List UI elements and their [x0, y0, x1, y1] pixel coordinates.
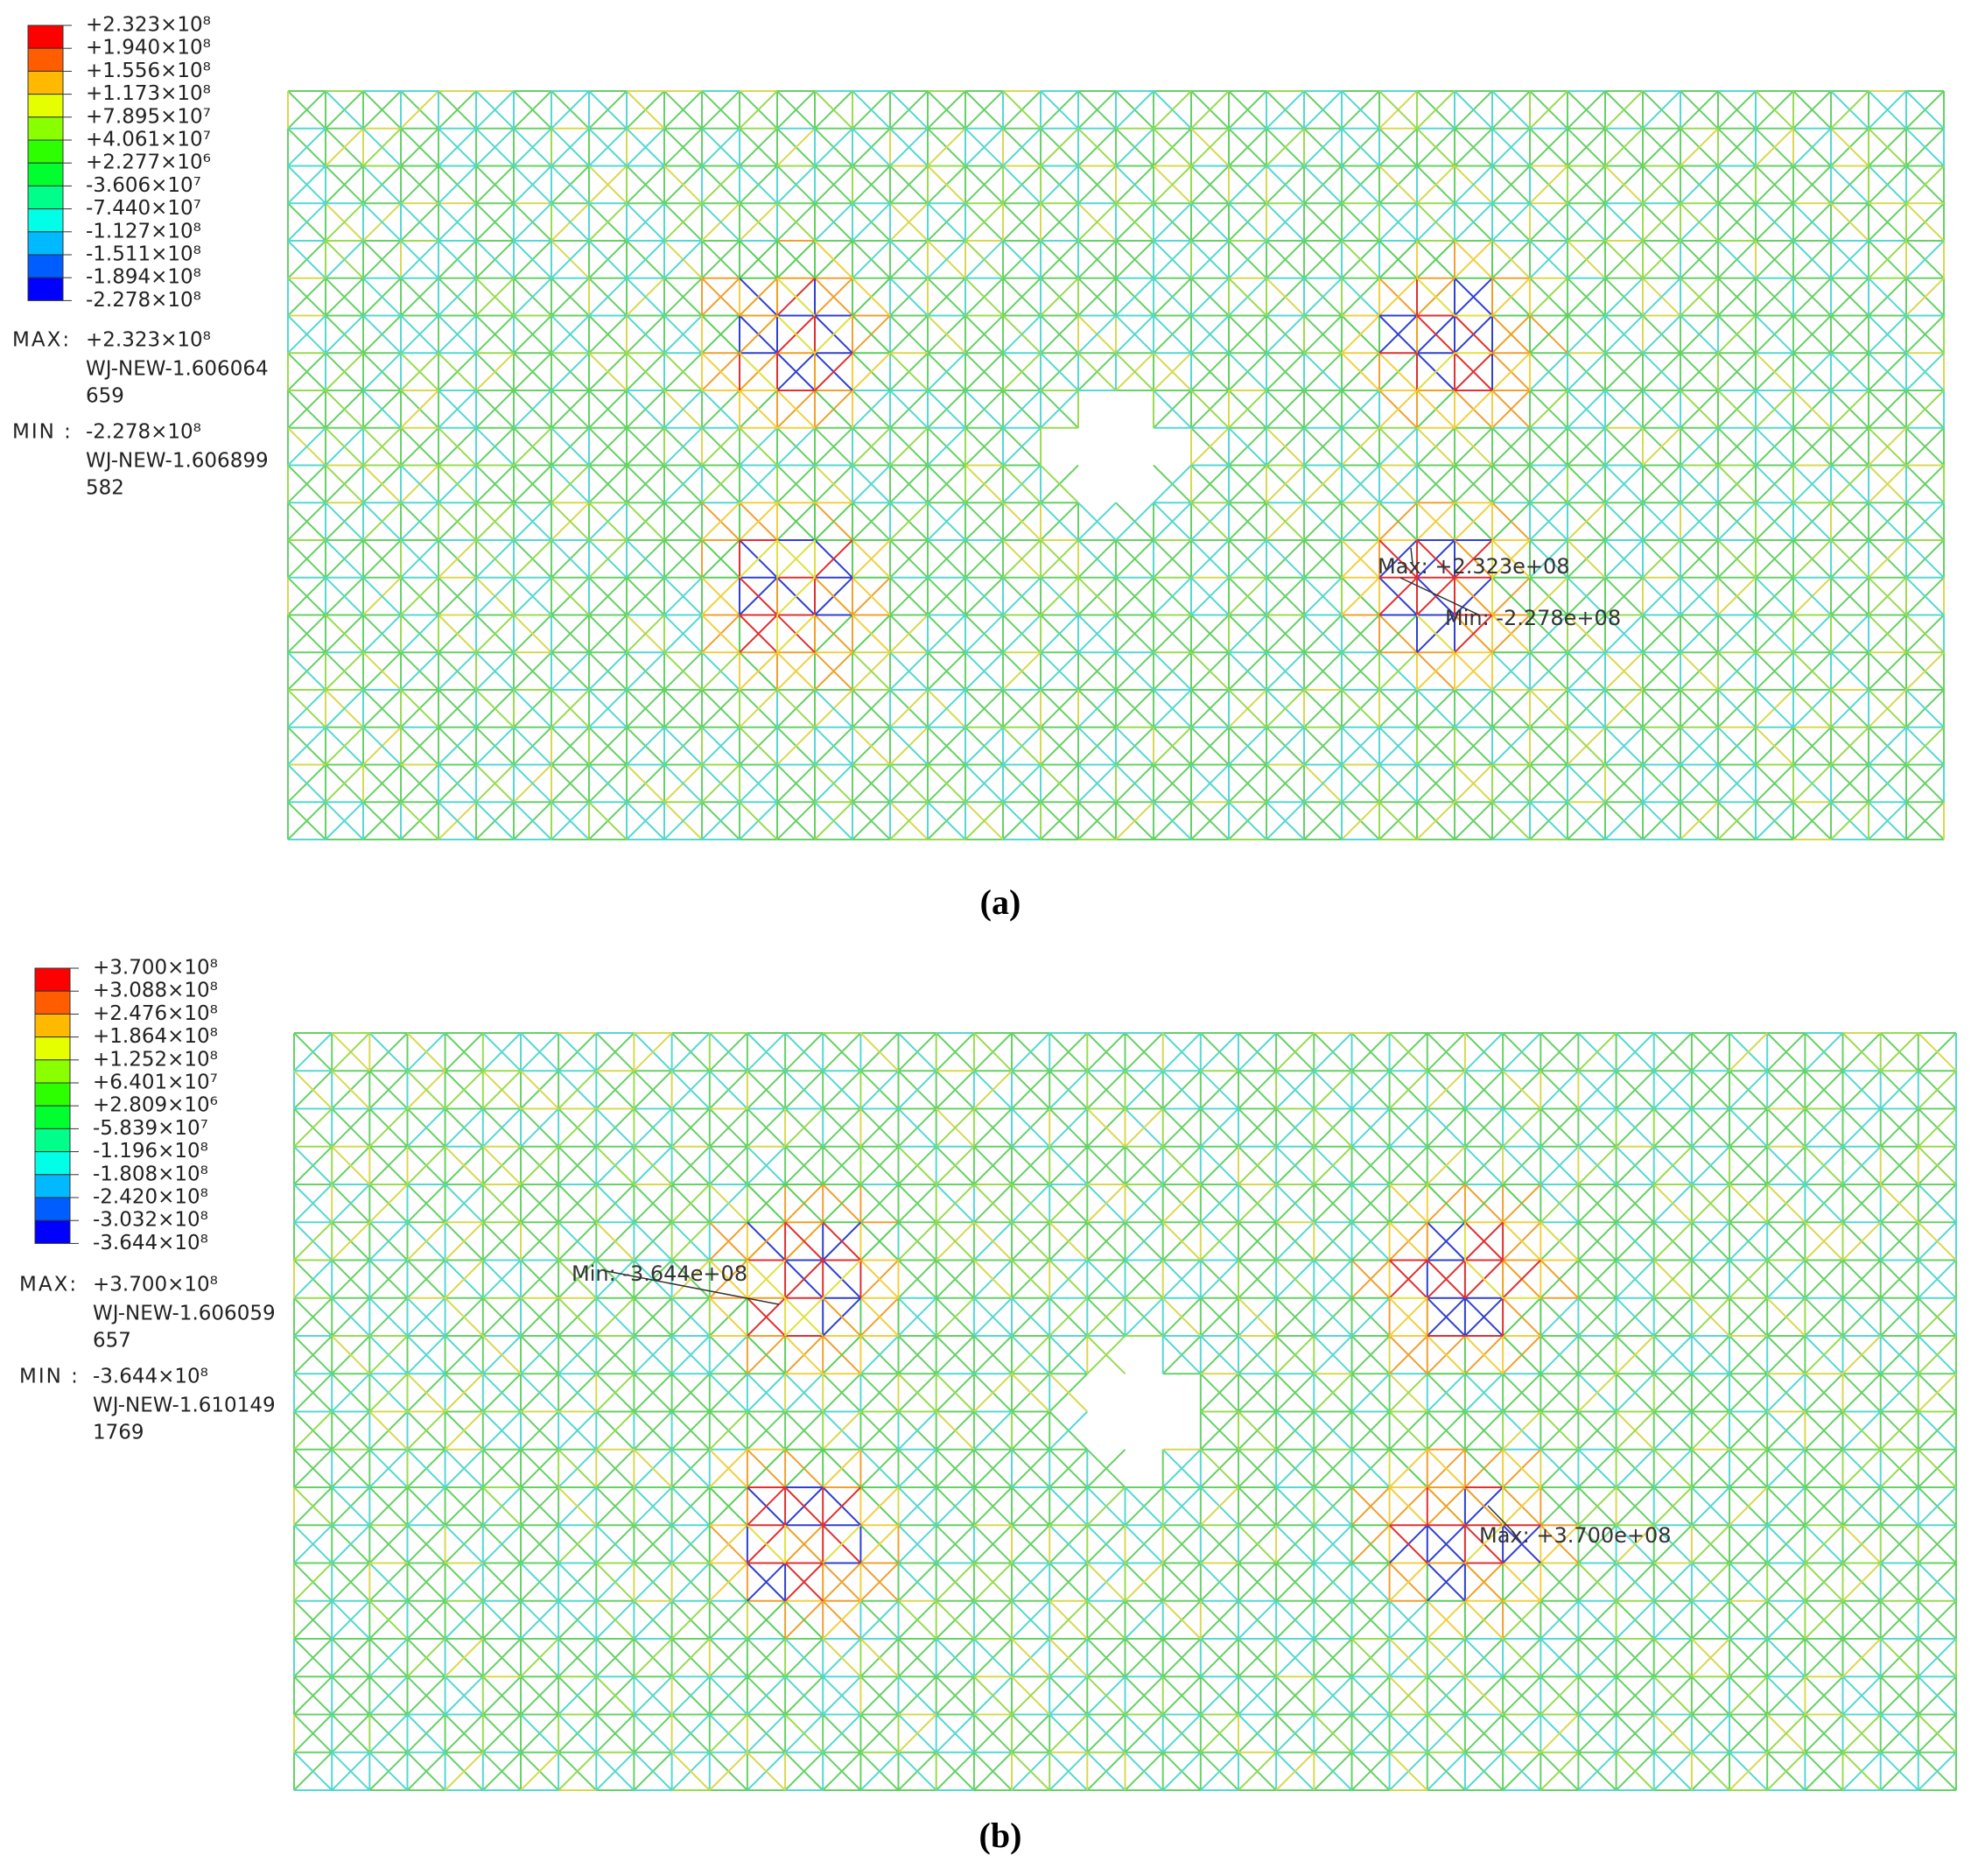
legend-swatch [34, 967, 71, 992]
caption: (b) [979, 1816, 1022, 1855]
min-label: MIN : [12, 421, 73, 444]
legend-label: +7.895×10⁷ [86, 105, 211, 128]
legend-swatch [34, 1174, 71, 1198]
min-value: -3.644×10⁸ [93, 1366, 208, 1388]
legend-swatch [27, 47, 64, 72]
annotation: Max: +3.700e+08 [1479, 1523, 1672, 1548]
annotation: Min: -2.278e+08 [1445, 606, 1621, 630]
max-label: MAX: [19, 1274, 78, 1296]
legend-swatch [34, 1128, 71, 1153]
legend-swatch [34, 1059, 71, 1084]
legend-swatch [27, 185, 64, 210]
legend-label: -2.420×10⁸ [93, 1186, 208, 1209]
legend-label: +1.252×10⁸ [93, 1048, 218, 1071]
min-node: 582 [86, 477, 124, 500]
legend-swatch [34, 1151, 71, 1176]
mesh-lines [293, 1032, 1957, 1791]
annotation: Min: -3.644e+08 [572, 1261, 747, 1286]
legend-swatch [27, 254, 64, 278]
legend-swatch [27, 208, 64, 233]
legend-label: -5.839×10⁷ [93, 1117, 208, 1140]
legend-label: +2.277×10⁶ [86, 151, 211, 174]
legend-swatch [34, 1219, 71, 1244]
legend-label: -1.808×10⁸ [93, 1163, 208, 1185]
annotation-leader [606, 1270, 780, 1305]
max-value: +3.700×10⁸ [93, 1274, 218, 1296]
legend-label: -1.511×10⁸ [86, 243, 201, 266]
legend-label: +1.173×10⁸ [86, 82, 211, 105]
legend-swatch [34, 990, 71, 1015]
legend-label: -7.440×10⁷ [86, 197, 201, 220]
legend-label: -1.127×10⁸ [86, 220, 201, 242]
legend-swatch [34, 1082, 71, 1107]
annotation: Max: +2.323e+08 [1378, 554, 1570, 579]
legend-label: +1.940×10⁸ [86, 37, 211, 60]
legend-swatch [34, 1105, 71, 1129]
annotation-leader [1487, 1505, 1515, 1534]
mesh-lines [747, 1221, 1542, 1602]
mesh-lines [287, 90, 1945, 840]
min-element: WJ-NEW-1.606899 [86, 450, 269, 473]
caption: (a) [980, 882, 1021, 922]
panel: +3.700×10⁸+3.088×10⁸+2.476×10⁸+1.864×10⁸… [19, 957, 1957, 1855]
legend-label: +1.556×10⁸ [86, 60, 211, 82]
legend-swatch [27, 25, 64, 49]
legend-label: -1.196×10⁸ [93, 1140, 208, 1163]
mesh-lines [701, 240, 1531, 691]
mesh-lines [293, 1032, 1957, 1791]
mesh-lines [287, 90, 1945, 840]
annotation-leader [1410, 547, 1413, 565]
legend-label: +1.864×10⁸ [93, 1025, 218, 1048]
legend-swatch [34, 1197, 71, 1221]
max-label: MAX: [12, 329, 71, 352]
legend-swatch [34, 1013, 71, 1038]
legend-label: +6.401×10⁷ [93, 1071, 218, 1094]
legend-label: -2.278×10⁸ [86, 289, 201, 312]
legend-swatch [27, 162, 64, 186]
legend-label: -3.032×10⁸ [93, 1209, 208, 1232]
mesh-lines [709, 1184, 1580, 1640]
legend-swatch [27, 139, 64, 164]
panel: +2.323×10⁸+1.940×10⁸+1.556×10⁸+1.173×10⁸… [12, 14, 1945, 922]
legend-label: +2.323×10⁸ [86, 14, 211, 37]
max-element: WJ-NEW-1.606064 [86, 358, 269, 381]
legend-swatch [27, 94, 64, 118]
max-element: WJ-NEW-1.606059 [93, 1303, 276, 1325]
legend-label: -3.644×10⁸ [93, 1232, 208, 1254]
legend-label: -3.606×10⁷ [86, 174, 201, 197]
legend-swatch [27, 277, 64, 301]
legend-label: +3.088×10⁸ [93, 980, 218, 1002]
min-value: -2.278×10⁸ [86, 421, 201, 444]
mesh-lines [747, 1222, 1541, 1564]
legend-swatch [34, 1036, 71, 1061]
legend-swatch [27, 231, 64, 256]
legend-label: +2.809×10⁶ [93, 1094, 218, 1117]
legend-label: -1.894×10⁸ [86, 266, 201, 289]
max-node: 659 [86, 385, 124, 408]
legend-label: +3.700×10⁸ [93, 957, 218, 980]
annotation-leader [1399, 577, 1481, 616]
min-node: 1769 [93, 1422, 144, 1444]
min-element: WJ-NEW-1.610149 [93, 1395, 276, 1417]
legend-swatch [27, 70, 64, 95]
mesh-lines [739, 278, 1493, 654]
min-label: MIN : [19, 1366, 80, 1388]
max-value: +2.323×10⁸ [86, 329, 211, 352]
legend-swatch [27, 116, 64, 141]
legend-label: +4.061×10⁷ [86, 129, 211, 151]
max-node: 657 [93, 1330, 131, 1353]
legend-label: +2.476×10⁸ [93, 1002, 218, 1025]
